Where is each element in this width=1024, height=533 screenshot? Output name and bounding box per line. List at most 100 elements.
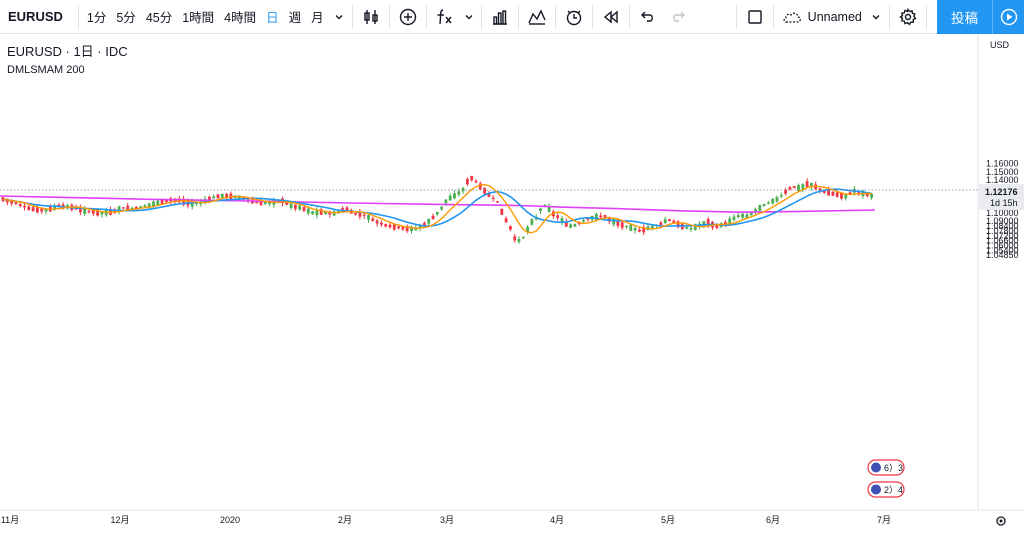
candle xyxy=(298,204,302,211)
interval-1d[interactable]: 日 xyxy=(266,11,279,25)
indicators-fx-icon[interactable] xyxy=(430,0,460,34)
interval-1w[interactable]: 週 xyxy=(288,11,302,25)
interval-1m[interactable]: 1分 xyxy=(86,11,107,25)
price-tick-label: 1.07800 xyxy=(986,226,1019,236)
candle xyxy=(732,213,736,222)
fullscreen-square-icon[interactable] xyxy=(740,0,770,34)
bar-countdown: 1d 15h xyxy=(990,198,1018,208)
candle xyxy=(470,175,474,182)
time-tick-label: 11月 xyxy=(1,515,19,525)
candle xyxy=(504,216,508,223)
candle xyxy=(517,236,521,244)
interval-45m[interactable]: 45分 xyxy=(145,11,173,25)
candle xyxy=(375,219,379,227)
economic-event-badge[interactable]: 6）3 xyxy=(867,459,905,476)
candle xyxy=(539,207,542,214)
price-tick-label: 1.04850 xyxy=(986,250,1019,260)
candle xyxy=(788,185,792,191)
candle xyxy=(216,193,220,199)
replay-rewind-icon[interactable] xyxy=(596,0,626,34)
price-tick-label: 1.07200 xyxy=(986,231,1019,241)
candle xyxy=(599,212,603,220)
divider xyxy=(628,4,630,29)
candle xyxy=(294,204,297,212)
candle xyxy=(775,195,779,204)
time-axis[interactable]: 11月 12月 2020 2月 3月 4月 5月 6月 7月 xyxy=(0,509,1024,526)
candle xyxy=(311,210,314,215)
interval-dropdown-chevron-down-icon[interactable] xyxy=(329,0,349,34)
chart-legend-title[interactable]: EURUSD · 1日 · IDC xyxy=(7,44,128,59)
layout-chevron-down-icon[interactable] xyxy=(866,0,886,34)
axis-settings-gear-icon[interactable] xyxy=(996,516,1006,526)
candle xyxy=(870,193,873,201)
cloud-save-icon xyxy=(783,12,801,23)
candle xyxy=(741,213,744,221)
templates-icon[interactable] xyxy=(522,0,552,34)
divider xyxy=(772,4,774,29)
event-badges[interactable]: 6）3 2）4 xyxy=(867,459,905,498)
divider xyxy=(480,4,482,29)
layout-name-label: Unnamed xyxy=(807,9,862,24)
candle xyxy=(509,225,512,232)
candle xyxy=(844,194,848,201)
candle xyxy=(736,212,740,219)
candle xyxy=(556,212,560,221)
candle xyxy=(371,216,375,222)
time-tick-label: 2020 xyxy=(220,515,240,525)
candle xyxy=(496,201,499,203)
candle xyxy=(728,216,732,224)
interval-1h[interactable]: 1時間 xyxy=(182,11,215,25)
price-tick-label: 1.09000 xyxy=(986,216,1019,226)
candle xyxy=(453,190,456,200)
publish-button[interactable]: 投稿 xyxy=(937,0,992,34)
candle xyxy=(547,203,551,213)
undo-icon[interactable] xyxy=(633,0,663,34)
candle xyxy=(397,225,400,230)
price-tick-label: 1.10000 xyxy=(986,208,1019,218)
candle xyxy=(405,224,409,233)
candle xyxy=(392,223,396,231)
interval-1mo[interactable]: 月 xyxy=(311,11,324,25)
symbol-search[interactable]: EURUSD xyxy=(8,9,63,24)
layout-name-button[interactable]: Unnamed xyxy=(777,9,866,25)
candle xyxy=(109,206,112,216)
candle xyxy=(380,220,383,227)
candle xyxy=(435,211,439,216)
candle xyxy=(646,224,650,231)
candle xyxy=(831,190,835,197)
economic-event-badge[interactable]: 2）4 xyxy=(867,481,905,498)
candle xyxy=(762,203,766,207)
financials-bar-chart-icon[interactable] xyxy=(485,0,515,34)
price-tick-label: 1.06600 xyxy=(986,236,1019,246)
candlestick-chart-type-icon[interactable] xyxy=(356,0,386,34)
indicator-legend[interactable]: DMLSMAM 200 xyxy=(7,64,85,76)
candle xyxy=(143,203,147,208)
divider xyxy=(888,4,890,29)
event-badge-label: 6）3 xyxy=(884,463,903,473)
candle xyxy=(625,225,628,230)
candle xyxy=(530,218,534,226)
candle xyxy=(612,217,615,227)
candle xyxy=(840,192,843,201)
candle xyxy=(354,212,357,216)
candle xyxy=(771,198,775,205)
price-chart[interactable]: USD1.160001.150001.140001.130001.110001.… xyxy=(0,34,1024,533)
redo-icon[interactable] xyxy=(663,0,693,34)
interval-4h[interactable]: 4時間 xyxy=(224,11,257,25)
interval-5m[interactable]: 5分 xyxy=(116,11,136,25)
candle xyxy=(431,213,435,220)
divider xyxy=(425,4,427,29)
candle xyxy=(560,215,564,226)
replay-play-button[interactable] xyxy=(992,0,1024,34)
compare-plus-icon[interactable] xyxy=(393,0,423,34)
candle xyxy=(779,192,783,199)
indicators-chevron-down-icon[interactable] xyxy=(460,0,478,34)
alert-clock-icon[interactable] xyxy=(559,0,589,34)
settings-gear-icon[interactable] xyxy=(893,0,923,34)
candle xyxy=(152,200,155,210)
candle xyxy=(500,208,504,215)
candle xyxy=(306,206,310,216)
candle xyxy=(650,225,654,231)
price-axis[interactable]: USD1.160001.150001.140001.130001.110001.… xyxy=(977,34,1024,510)
